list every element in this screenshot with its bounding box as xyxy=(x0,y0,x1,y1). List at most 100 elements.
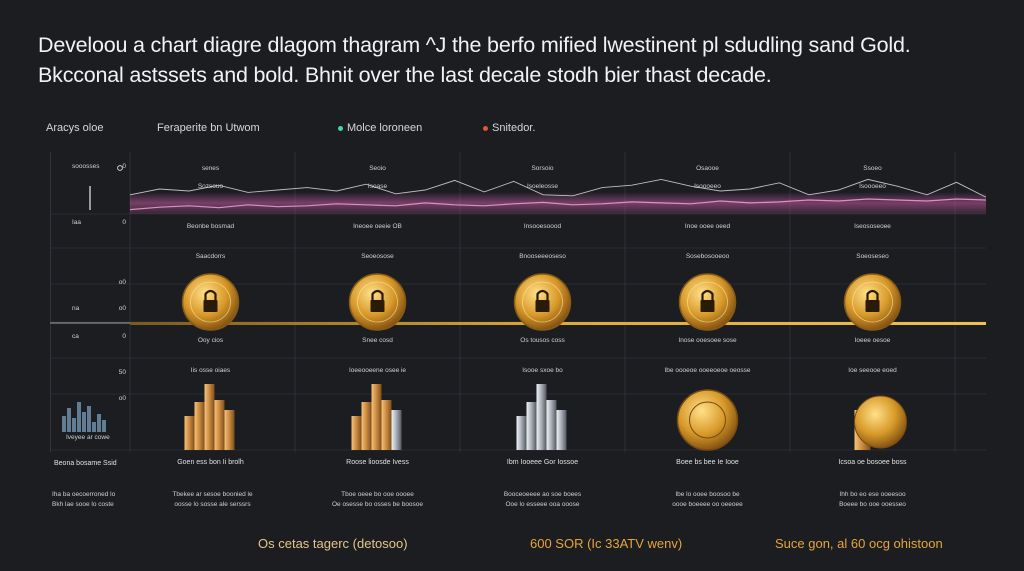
y-axis-label: Aracys oloe xyxy=(46,122,104,134)
legend-item-2-label: Molce loroneen xyxy=(347,122,423,134)
asset-bar xyxy=(351,416,362,450)
column-sub2: Sosebosooeoo xyxy=(686,253,730,260)
coin-label: Ooy cios xyxy=(198,337,224,344)
mini-bar xyxy=(97,414,101,432)
legend-item-3-label: Snitedor. xyxy=(492,122,536,134)
asset-label: Ioe seeooe eoed xyxy=(848,367,897,374)
column-header-top: Seoio xyxy=(369,165,386,172)
asset-bar xyxy=(361,402,372,450)
asset-label: Ibe oooeoe ooeeoeoe oeosse xyxy=(664,367,750,374)
mini-note-2: Bkh lae sooe lo coste xyxy=(52,501,114,508)
coin-lock-shackle xyxy=(866,289,879,300)
mini-footer-wrap: Beona bosame Ssid xyxy=(54,460,117,467)
y-tick-sublabel: na xyxy=(72,305,80,312)
asset-caption: Ibm Iooeee Gor Iossoe xyxy=(507,459,578,464)
column-sub1: Inoe ooee oeed xyxy=(685,223,731,230)
column-header-top: Sorsoio xyxy=(531,165,553,172)
column-notes: Iha ba oecoerroned lo Bkh lae sooe lo cos… xyxy=(52,491,906,508)
asset-caption: Icsoa oe bosoee boss xyxy=(838,459,907,464)
title-line-2: Bkcconal astssets and bold. Bhnit over t… xyxy=(38,63,772,87)
asset-label: Iis osse oiaes xyxy=(191,367,231,374)
chart-title: Develoou a chart diagre dlagom thagram ^… xyxy=(38,30,998,90)
column-sub1: Beonbe bosmad xyxy=(187,223,235,230)
asset-column-2: Seoio Isoase Ineoee oeeie OB Seoeosose Snee … xyxy=(346,165,409,464)
asset-caption: Roose lioosde Ivess xyxy=(346,459,409,464)
mini-bar xyxy=(87,406,91,432)
coin-label: Os tousos coss xyxy=(520,337,565,344)
y-tick-sublabel: ca xyxy=(72,333,79,340)
coin-lock-shackle xyxy=(371,289,384,300)
coin-lock-shackle xyxy=(701,289,714,300)
asset-coin xyxy=(676,389,739,451)
chart-panel: 0 sooosses 0 Iaa o0 o0 na 0 ca 50 o0 Iveyee ar cowe… xyxy=(50,152,986,464)
column-header-top: senes xyxy=(202,165,220,172)
coin-lock-shackle xyxy=(204,289,217,300)
column-note-1: Ibe lo ooee boosoo be xyxy=(675,491,740,498)
coin-inner-ring xyxy=(190,281,231,323)
coin-inner-ring xyxy=(357,281,398,323)
column-sub1: Insooesoood xyxy=(524,223,562,230)
column-header-top: Osaooe xyxy=(696,165,719,172)
coin-lock-body xyxy=(535,300,550,312)
asset-bar xyxy=(516,416,527,450)
column-note-1: Tboe oeee bo ooe oooee xyxy=(341,491,414,498)
mini-bar xyxy=(82,412,86,432)
footer-right: Suce gon, al 60 ocg ohistoon xyxy=(775,536,943,551)
mini-bar xyxy=(72,418,76,432)
column-header-bottom: Sozsouo xyxy=(198,183,224,190)
mini-footer: Beona bosame Ssid xyxy=(54,460,117,467)
column-header-bottom: Isoase xyxy=(368,183,388,190)
asset-bar xyxy=(546,400,557,450)
asset-column-4: Osaooe Isoooeeo Inoe ooee oeed Sosebosooeoo… xyxy=(664,165,750,464)
y-tick-label: o0 xyxy=(119,395,127,402)
asset-bar xyxy=(224,410,235,450)
column-note-2: oosse lo sosse ale serssrs xyxy=(174,501,251,508)
asset-bar xyxy=(204,384,215,450)
column-note-2: oooe boeeee oo oeeoee xyxy=(672,501,743,508)
column-note-1: Ihh bo eo ese ooeesoo xyxy=(839,491,906,498)
coin-label: Snee cosd xyxy=(362,337,393,344)
asset-columns: senes Sozsouo Beonbe bosmad Saacdorrs Ooy ci… xyxy=(177,165,907,464)
legend-item-2: Molce loroneen xyxy=(338,122,422,134)
asset-bar xyxy=(526,402,537,450)
axis-marker-circle xyxy=(117,165,123,171)
coin-label: Ioeee oesoe xyxy=(855,337,891,344)
y-tick-sublabel: sooosses xyxy=(72,163,100,170)
column-header-top: Ssoeo xyxy=(863,165,882,172)
asset-column-1: senes Sozsouo Beonbe bosmad Saacdorrs Ooy ci… xyxy=(177,165,244,464)
coin-lock-shackle xyxy=(536,289,549,300)
asset-column-5: Ssoeo Isoooeeo Iseososeoee Soeoseseo Ioeee o… xyxy=(838,165,907,464)
asset-bar xyxy=(556,410,567,450)
column-header-bottom: Isoeleosse xyxy=(527,183,558,190)
asset-bar xyxy=(381,400,392,450)
asset-coin-inner xyxy=(689,401,726,439)
y-tick-label: 0 xyxy=(122,219,126,226)
mini-bar xyxy=(102,420,106,432)
coin-inner-ring xyxy=(687,281,728,323)
coin-lock-body xyxy=(700,300,715,312)
column-note-1: Booceoeeee ao soe boees xyxy=(504,491,582,498)
coin-inner-ring xyxy=(852,281,893,323)
asset-label: Ioeeooeene osee ie xyxy=(349,367,406,374)
asset-stack-coin xyxy=(854,395,907,449)
y-tick-sublabel: Iaa xyxy=(72,219,81,226)
asset-bar xyxy=(391,410,402,450)
legend-item-1-label: Feraperite bn Utwom xyxy=(157,122,260,134)
series-line-1 xyxy=(129,178,986,198)
y-tick-label: o0 xyxy=(119,279,127,286)
column-header-bottom: Isoooeeo xyxy=(694,183,721,190)
legend-swatch-2 xyxy=(338,125,343,131)
mini-bar xyxy=(62,416,66,432)
series-line-2 xyxy=(129,198,986,211)
column-sub2: Seoeosose xyxy=(361,253,394,260)
column-sub2: Saacdorrs xyxy=(196,253,226,260)
asset-bar xyxy=(536,384,547,450)
mini-caption: Iveyee ar cowe xyxy=(66,434,110,441)
column-note-2: Oe osesse bo osses be boosoe xyxy=(332,501,423,508)
coin-label: Inose ooesoee sose xyxy=(678,337,737,344)
y-tick-label: o0 xyxy=(119,305,127,312)
coin-inner-ring xyxy=(522,281,563,323)
legend-item-1: Feraperite bn Utwom xyxy=(157,122,260,134)
legend-swatch-3 xyxy=(483,125,488,131)
mini-bar xyxy=(92,422,96,432)
